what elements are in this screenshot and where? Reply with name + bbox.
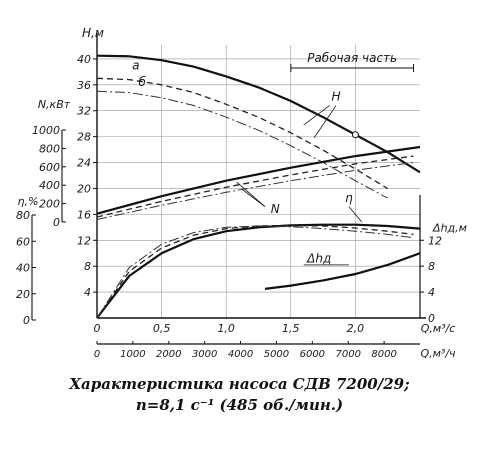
head-tick-label-8: 36 [77, 79, 91, 92]
npsh-tick-label-2: 8 [428, 260, 435, 273]
tick-labels: 481216202428323640Н,м02004006008001000N,… [16, 26, 467, 360]
x-sec-tick-label-8: 8000 [371, 349, 396, 360]
series-line-2 [96, 90, 388, 199]
x-sec-axis-label: Q,м³/ч [420, 347, 456, 360]
series-line-1 [96, 77, 389, 190]
leader-N-1 [236, 181, 266, 207]
x-sec-tick-label-6: 6000 [300, 349, 325, 360]
label-a: а [132, 58, 139, 72]
x-sec-tick-label-4: 4000 [228, 349, 253, 360]
series-line-0 [96, 54, 421, 174]
data-series [96, 54, 421, 319]
caption-title: Характеристика насоса СДВ 7200/29; [69, 375, 410, 393]
power-tick-label-3: 600 [39, 161, 60, 174]
design-point-marker [351, 131, 359, 139]
x-sec-tick-label-2: 2000 [156, 349, 181, 360]
head-tick-label-5: 24 [77, 157, 91, 170]
power-tick-label-2: 400 [39, 179, 60, 192]
label-N: N [271, 202, 280, 216]
head-tick-label-1: 8 [84, 260, 91, 273]
series-line-9 [264, 252, 421, 290]
series-line-5 [96, 162, 414, 220]
power-tick-label-1: 200 [39, 198, 60, 211]
npsh-tick-label-3: 12 [428, 234, 442, 247]
label-H: H [332, 89, 341, 103]
series-line-8 [96, 225, 414, 319]
x-main-tick-label-3: 1,5 [282, 322, 300, 335]
chart-canvas: 481216202428323640Н,м02004006008001000N,… [16, 26, 467, 360]
head-tick-label-4: 20 [77, 182, 91, 195]
x-main-tick-label-1: 0,5 [153, 322, 171, 335]
series-line-7 [96, 224, 414, 319]
power-tick-label-4: 800 [39, 142, 60, 155]
power-tick-label-0: 0 [53, 216, 60, 229]
leader-eta [348, 206, 363, 223]
eff-tick-label-1: 20 [16, 288, 30, 301]
label-eta: η [345, 191, 353, 205]
eff-tick-label-4: 80 [16, 209, 30, 222]
grid-lines [96, 45, 420, 318]
x-main-tick-label-2: 1,0 [217, 322, 235, 335]
x-sec-tick-label-7: 7000 [335, 349, 360, 360]
eff-axis-label: η,% [18, 195, 39, 208]
label-npsh: Δhд [306, 251, 331, 265]
head-tick-label-9: 40 [77, 53, 91, 66]
head-tick-label-2: 12 [77, 234, 91, 247]
working-zone-label: Рабочая часть [307, 51, 397, 65]
x-sec-tick-label-0: 0 [94, 349, 100, 360]
eff-tick-label-2: 40 [16, 262, 30, 275]
npsh-tick-label-0: 0 [428, 312, 435, 325]
annotations: Рабочая часть аб H Nη Δhд [132, 51, 415, 265]
head-tick-label-3: 16 [77, 208, 91, 221]
x-main-tick-label-0: 0 [94, 322, 101, 335]
x-main-axis-label: Q,м³/с [421, 322, 456, 335]
series-line-3 [96, 145, 421, 215]
x-sec-tick-label-5: 5000 [264, 349, 289, 360]
head-tick-label-7: 32 [77, 105, 91, 118]
leader-H-1 [303, 105, 330, 126]
x-sec-tick-label-1: 1000 [120, 349, 145, 360]
npsh-tick-label-1: 4 [428, 286, 435, 299]
x-main-tick-label-4: 2,0 [347, 322, 365, 335]
eff-tick-label-3: 60 [16, 235, 30, 248]
leader-H-2 [313, 105, 337, 139]
power-axis-label: N,кВт [38, 98, 71, 111]
head-tick-label-0: 4 [84, 286, 91, 299]
caption-speed: n=8,1 с⁻¹ (485 об./мин.) [135, 396, 344, 414]
x-sec-tick-label-3: 3000 [192, 349, 217, 360]
leader-N-2 [241, 188, 266, 207]
series-line-6 [96, 223, 421, 319]
head-tick-label-6: 28 [77, 131, 91, 144]
head-axis-label: Н,м [82, 26, 104, 40]
npsh-axis-label: Δhд,м [432, 221, 467, 234]
eff-tick-label-0: 0 [23, 314, 30, 327]
axes [31, 33, 426, 345]
series-line-4 [96, 155, 414, 218]
label-b: б [139, 75, 147, 89]
power-tick-label-5: 1000 [32, 124, 60, 137]
